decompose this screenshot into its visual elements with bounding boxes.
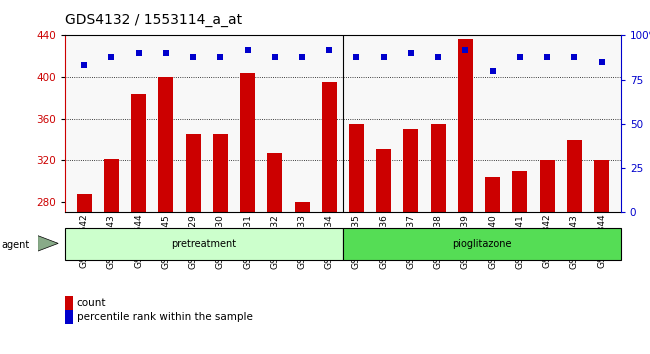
Bar [540,160,554,354]
Bar [485,177,500,354]
Bar [131,94,146,354]
Point [351,54,361,59]
Bar [267,153,282,354]
Point [297,54,307,59]
Bar [512,171,527,354]
Point [378,54,389,59]
Bar [240,73,255,354]
Point [188,54,198,59]
Point [460,47,471,52]
Bar [404,129,419,354]
Point [106,54,116,59]
Bar [104,159,119,354]
Bar [343,228,621,260]
Point [270,54,280,59]
Point [215,54,226,59]
Text: pioglitazone: pioglitazone [452,239,512,249]
Bar [349,124,364,354]
Point [542,54,552,59]
Text: GDS4132 / 1553114_a_at: GDS4132 / 1553114_a_at [65,12,242,27]
Point [488,68,498,74]
Bar [77,194,92,354]
Text: count: count [77,298,106,308]
Point [433,54,443,59]
Point [597,59,607,65]
Point [161,50,171,56]
Point [406,50,416,56]
Bar [458,39,473,354]
Bar [322,82,337,354]
Bar [594,160,609,354]
Point [324,47,335,52]
Text: percentile rank within the sample: percentile rank within the sample [77,312,253,322]
Polygon shape [38,236,58,251]
Bar [294,202,309,354]
Bar [431,124,446,354]
Bar [213,134,228,354]
Text: agent: agent [1,240,29,250]
Point [79,63,89,68]
Bar [185,134,201,354]
Bar [376,149,391,354]
Text: pretreatment: pretreatment [172,239,237,249]
Point [569,54,580,59]
Bar [65,228,343,260]
Point [515,54,525,59]
Bar [567,139,582,354]
Point [133,50,144,56]
Bar [159,77,174,354]
Point [242,47,253,52]
